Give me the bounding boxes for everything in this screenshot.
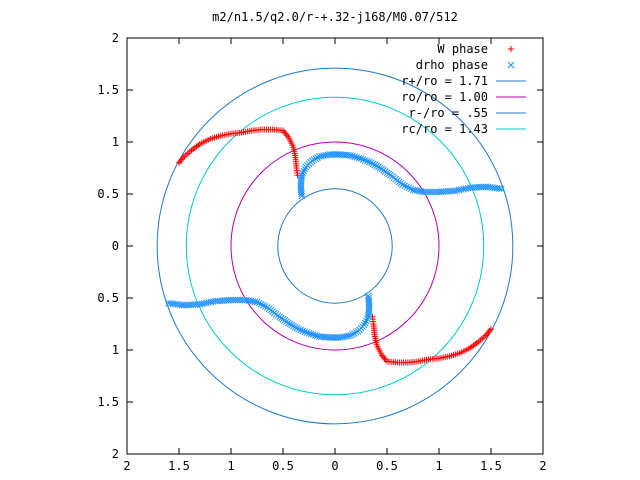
x-tick-label: 1.5 xyxy=(480,459,502,473)
point-s1-23-2 xyxy=(362,317,370,325)
legend: W phase drho phase r+/ro = 1.71 ro/ro = 1.0… xyxy=(401,42,526,136)
point-s1-23 xyxy=(364,313,372,321)
circle-1 xyxy=(230,141,440,351)
point-s1-4 xyxy=(308,157,316,165)
point-s1-4-3 xyxy=(314,154,321,161)
point-s1-19-6 xyxy=(495,185,503,192)
legend-swatch xyxy=(508,46,514,52)
point-s1-30-4 xyxy=(297,326,305,334)
point-s1-13-4 xyxy=(407,185,415,193)
legend-label: drho phase xyxy=(416,58,488,72)
point-s1-13-1 xyxy=(401,182,409,190)
point-s1-30 xyxy=(305,330,313,337)
point-s1-41 xyxy=(165,299,172,307)
point-s1-25-3 xyxy=(349,331,356,338)
point-s1-40-6 xyxy=(167,300,175,307)
legend-label: W phase xyxy=(437,42,488,56)
y-tick-label: 0 xyxy=(112,239,119,253)
point-s1-9-1 xyxy=(359,156,367,163)
point-s1-4-1 xyxy=(310,156,318,164)
legend-swatch xyxy=(507,61,515,69)
point-s1-34 xyxy=(264,304,271,311)
circle-3 xyxy=(185,96,485,396)
point-s1-2-3 xyxy=(301,165,309,173)
point-s1-2-1 xyxy=(299,169,307,177)
point-s1-13-2 xyxy=(403,183,411,191)
point-s1-22-4 xyxy=(365,311,372,318)
point-s1-29-3 xyxy=(309,331,317,338)
y-tick-label: 0.5 xyxy=(97,291,119,305)
point-s1-13 xyxy=(399,181,406,188)
circle-2 xyxy=(277,188,393,304)
point-s1-20 xyxy=(498,185,505,193)
point-s1-30-2 xyxy=(301,328,309,336)
point-s1-25-1 xyxy=(352,328,360,336)
legend-label: r-/ro = .55 xyxy=(409,106,488,120)
point-s1-8 xyxy=(347,152,354,159)
y-tick-label: 1 xyxy=(112,135,119,149)
point-s1-9-3 xyxy=(363,157,371,165)
point-s1-29 xyxy=(316,333,323,340)
y-tick-label: 2 xyxy=(112,31,119,45)
chart-title: m2/n1.5/q2.0/r-+.32-j168/M0.07/512 xyxy=(212,10,458,24)
point-s1-30-1 xyxy=(303,329,311,336)
point-s1-2-2 xyxy=(300,167,308,175)
x-tick-label: 0.5 xyxy=(376,459,398,473)
legend-label: ro/ro = 1.00 xyxy=(401,90,488,104)
point-s1-8-4 xyxy=(355,154,363,162)
point-s1-9-4 xyxy=(365,158,373,166)
point-s1-34-3 xyxy=(257,300,265,308)
x-tick-label: 2 xyxy=(539,459,546,473)
data-series xyxy=(165,126,505,366)
point-s1-9-2 xyxy=(361,156,369,164)
point-s1-29-2 xyxy=(311,331,319,339)
point-s1-13-3 xyxy=(405,184,413,192)
y-tick-label: 1.5 xyxy=(97,83,119,97)
point-s1-25 xyxy=(354,327,362,335)
x-tick-label: 0.5 xyxy=(272,459,294,473)
reference-circles xyxy=(156,67,514,425)
point-s1-8-2 xyxy=(351,153,359,161)
point-s1-8-1 xyxy=(349,152,357,160)
circle-0 xyxy=(156,67,514,425)
y-tick-label: 1 xyxy=(112,343,119,357)
point-s1-8-3 xyxy=(353,154,361,161)
point-s1-23-3 xyxy=(361,319,369,327)
x-tick-label: 1.5 xyxy=(168,459,190,473)
point-s1-34-1 xyxy=(261,302,269,310)
y-tick-label: 2 xyxy=(112,447,119,461)
point-s1-23-1 xyxy=(363,315,371,323)
y-tick-label: 1.5 xyxy=(97,395,119,409)
point-s1-2 xyxy=(298,171,306,179)
point-s1-30-3 xyxy=(299,327,307,335)
point-s1-25-2 xyxy=(350,330,358,337)
x-tick-label: 2 xyxy=(123,459,130,473)
x-tick-label: 1 xyxy=(435,459,442,473)
legend-label: r+/ro = 1.71 xyxy=(401,74,488,88)
point-s1-29-4 xyxy=(307,330,315,338)
axis-ticks: 2 1.5 1 0.5 0 0.5 1 1.5 221.510.500.511.52 xyxy=(97,31,546,473)
point-s1-29-1 xyxy=(313,332,321,340)
y-tick-label: 0.5 xyxy=(97,187,119,201)
point-s1-9 xyxy=(357,155,365,162)
legend-label: rc/ro = 1.43 xyxy=(401,122,488,136)
x-tick-label: 1 xyxy=(227,459,234,473)
point-s1-34-4 xyxy=(255,299,263,307)
x-tick-label: 0 xyxy=(331,459,338,473)
point-s1-1-4 xyxy=(298,174,305,181)
point-s1-4-2 xyxy=(312,155,320,162)
point-s1-34-2 xyxy=(259,301,267,309)
